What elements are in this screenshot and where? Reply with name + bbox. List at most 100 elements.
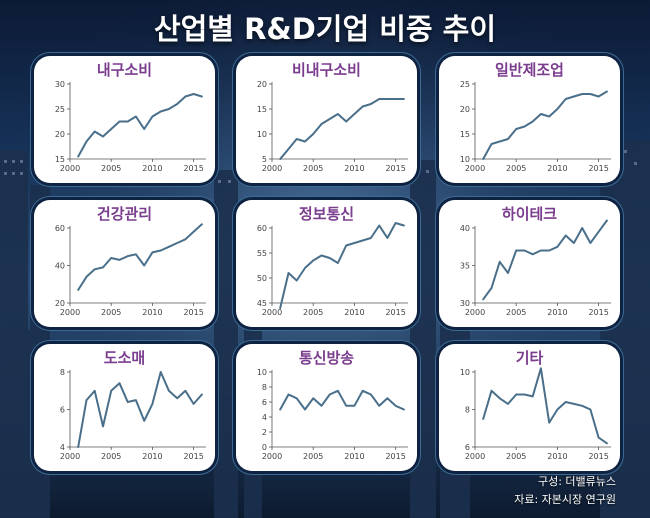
line-chart: 30 35 40 2000 2005 2010 2015	[460, 219, 611, 317]
x-tick-label: 2000	[262, 164, 282, 173]
x-tick-label: 2010	[344, 308, 364, 317]
series-line	[482, 367, 608, 445]
chart-title: 건강관리	[96, 205, 153, 223]
chart-panel: 건강관리 20 40 60 2000 2005 2010 2015	[34, 200, 215, 327]
x-tick-label: 2005	[506, 164, 526, 173]
x-tick-label: 2015	[588, 452, 608, 461]
y-tick-label: 20	[460, 105, 470, 114]
y-tick-label: 25	[55, 105, 65, 114]
x-tick-label: 2000	[262, 308, 282, 317]
x-tick-label: 2010	[344, 452, 364, 461]
chart-title: 기타	[515, 349, 544, 367]
x-tick-label: 2010	[142, 308, 162, 317]
x-tick-label: 2010	[547, 452, 567, 461]
y-tick-label: 15	[55, 155, 65, 164]
line-chart: 6 8 10 2000 2005 2010 2015	[460, 367, 611, 461]
chart-panel: 통신방송 0 2 4 6 8 10 2000 2005 2010 2015	[236, 344, 417, 471]
chart-panel: 일반제조업 10 15 20 25 2000 2005 2010 2015	[439, 56, 620, 183]
y-tick-label: 60	[55, 224, 65, 233]
x-tick-label: 2005	[101, 452, 121, 461]
series-line	[77, 93, 203, 158]
chart-panel: 하이테크 30 35 40 2000 2005 2010 2015	[439, 200, 620, 327]
line-chart: 5 10 15 20 2000 2005 2010 2015	[257, 80, 408, 173]
chart-panel: 내구소비 15 20 25 30 2000 2005 2010 2015	[34, 56, 215, 183]
x-tick-label: 2005	[303, 164, 323, 173]
line-chart: 45 50 55 60 2000 2005 2010 2015	[257, 222, 408, 317]
y-tick-label: 10	[257, 368, 267, 377]
y-tick-label: 8	[262, 383, 267, 392]
x-tick-label: 2000	[465, 164, 485, 173]
y-tick-label: 60	[257, 224, 267, 233]
x-tick-label: 2005	[101, 308, 121, 317]
x-tick-label: 2015	[183, 452, 203, 461]
y-tick-label: 20	[55, 130, 65, 139]
chart-panel: 도소매 4 6 8 2000 2005 2010 2015	[34, 344, 215, 471]
x-tick-label: 2010	[547, 308, 567, 317]
chart-panel: 비내구소비 5 10 15 20 2000 2005 2010 2015	[236, 56, 417, 183]
y-tick-label: 40	[55, 262, 65, 271]
line-chart: 20 40 60 2000 2005 2010 2015	[55, 223, 206, 317]
series-line	[279, 389, 405, 411]
y-tick-label: 8	[60, 368, 65, 377]
x-tick-label: 2000	[465, 308, 485, 317]
x-tick-label: 2005	[101, 164, 121, 173]
credit-source-compiler: 구성: 더밸류뉴스	[537, 475, 616, 488]
series-line	[279, 98, 405, 160]
x-tick-label: 2010	[344, 164, 364, 173]
line-chart: 0 2 4 6 8 10 2000 2005 2010 2015	[257, 368, 408, 461]
chart-title: 정보통신	[298, 205, 355, 223]
x-tick-label: 2015	[588, 164, 608, 173]
x-tick-label: 2010	[142, 164, 162, 173]
main-title: 산업별 R&D기업 비중 추이	[153, 12, 497, 46]
credit-data-source: 자료: 자본시장 연구원	[514, 493, 616, 506]
y-tick-label: 6	[60, 406, 65, 415]
x-tick-label: 2000	[60, 308, 80, 317]
y-tick-label: 2	[262, 428, 267, 437]
y-tick-label: 8	[465, 406, 470, 415]
y-tick-label: 40	[460, 224, 470, 233]
y-tick-label: 6	[262, 398, 267, 407]
y-tick-label: 15	[257, 105, 267, 114]
y-tick-label: 25	[460, 80, 470, 89]
chart-title: 하이테크	[501, 205, 558, 223]
line-chart: 4 6 8 2000 2005 2010 2015	[60, 368, 206, 461]
chart-panel: 기타 6 8 10 2000 2005 2010 2015	[439, 344, 620, 471]
x-tick-label: 2015	[385, 452, 405, 461]
y-tick-label: 4	[60, 443, 65, 452]
y-tick-label: 20	[55, 299, 65, 308]
series-line	[77, 371, 203, 448]
x-tick-label: 2000	[60, 164, 80, 173]
chart-title: 도소매	[103, 349, 146, 367]
chart-panel: 정보통신 45 50 55 60 2000 2005 2010 2015	[236, 200, 417, 327]
x-tick-label: 2010	[547, 164, 567, 173]
y-tick-label: 6	[465, 443, 470, 452]
y-tick-label: 5	[262, 155, 267, 164]
chart-title: 비내구소비	[291, 61, 361, 79]
series-line	[482, 219, 608, 301]
line-chart: 10 15 20 25 2000 2005 2010 2015	[460, 80, 611, 173]
x-tick-label: 2000	[465, 452, 485, 461]
x-tick-label: 2005	[506, 308, 526, 317]
x-tick-label: 2000	[262, 452, 282, 461]
y-tick-label: 35	[460, 262, 470, 271]
y-tick-label: 0	[262, 443, 267, 452]
y-tick-label: 45	[257, 299, 267, 308]
x-tick-label: 2015	[183, 308, 203, 317]
series-line	[279, 222, 405, 309]
x-tick-label: 2015	[385, 308, 405, 317]
x-tick-label: 2010	[142, 452, 162, 461]
chart-title: 일반제조업	[494, 61, 564, 79]
x-tick-label: 2005	[303, 452, 323, 461]
y-tick-label: 20	[257, 80, 267, 89]
x-tick-label: 2005	[303, 308, 323, 317]
y-tick-label: 4	[262, 413, 267, 422]
series-line	[77, 223, 203, 291]
x-tick-label: 2005	[506, 452, 526, 461]
x-tick-label: 2015	[183, 164, 203, 173]
y-tick-label: 30	[55, 80, 65, 89]
chart-title: 내구소비	[96, 61, 153, 79]
y-tick-label: 10	[460, 368, 470, 377]
y-tick-label: 15	[460, 130, 470, 139]
y-tick-label: 10	[257, 130, 267, 139]
